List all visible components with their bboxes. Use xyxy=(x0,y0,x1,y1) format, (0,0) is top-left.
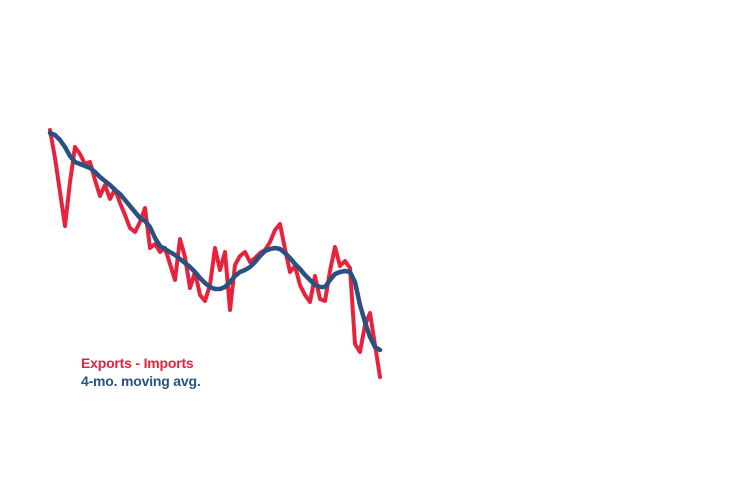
moving-average-line xyxy=(47,130,383,353)
chart-legend: Exports - Imports 4-mo. moving avg. xyxy=(81,354,201,390)
legend-exports-imports-label: Exports - Imports xyxy=(81,355,194,371)
legend-moving-avg-label: 4-mo. moving avg. xyxy=(81,373,201,389)
exports-minus-imports-line xyxy=(48,128,382,379)
